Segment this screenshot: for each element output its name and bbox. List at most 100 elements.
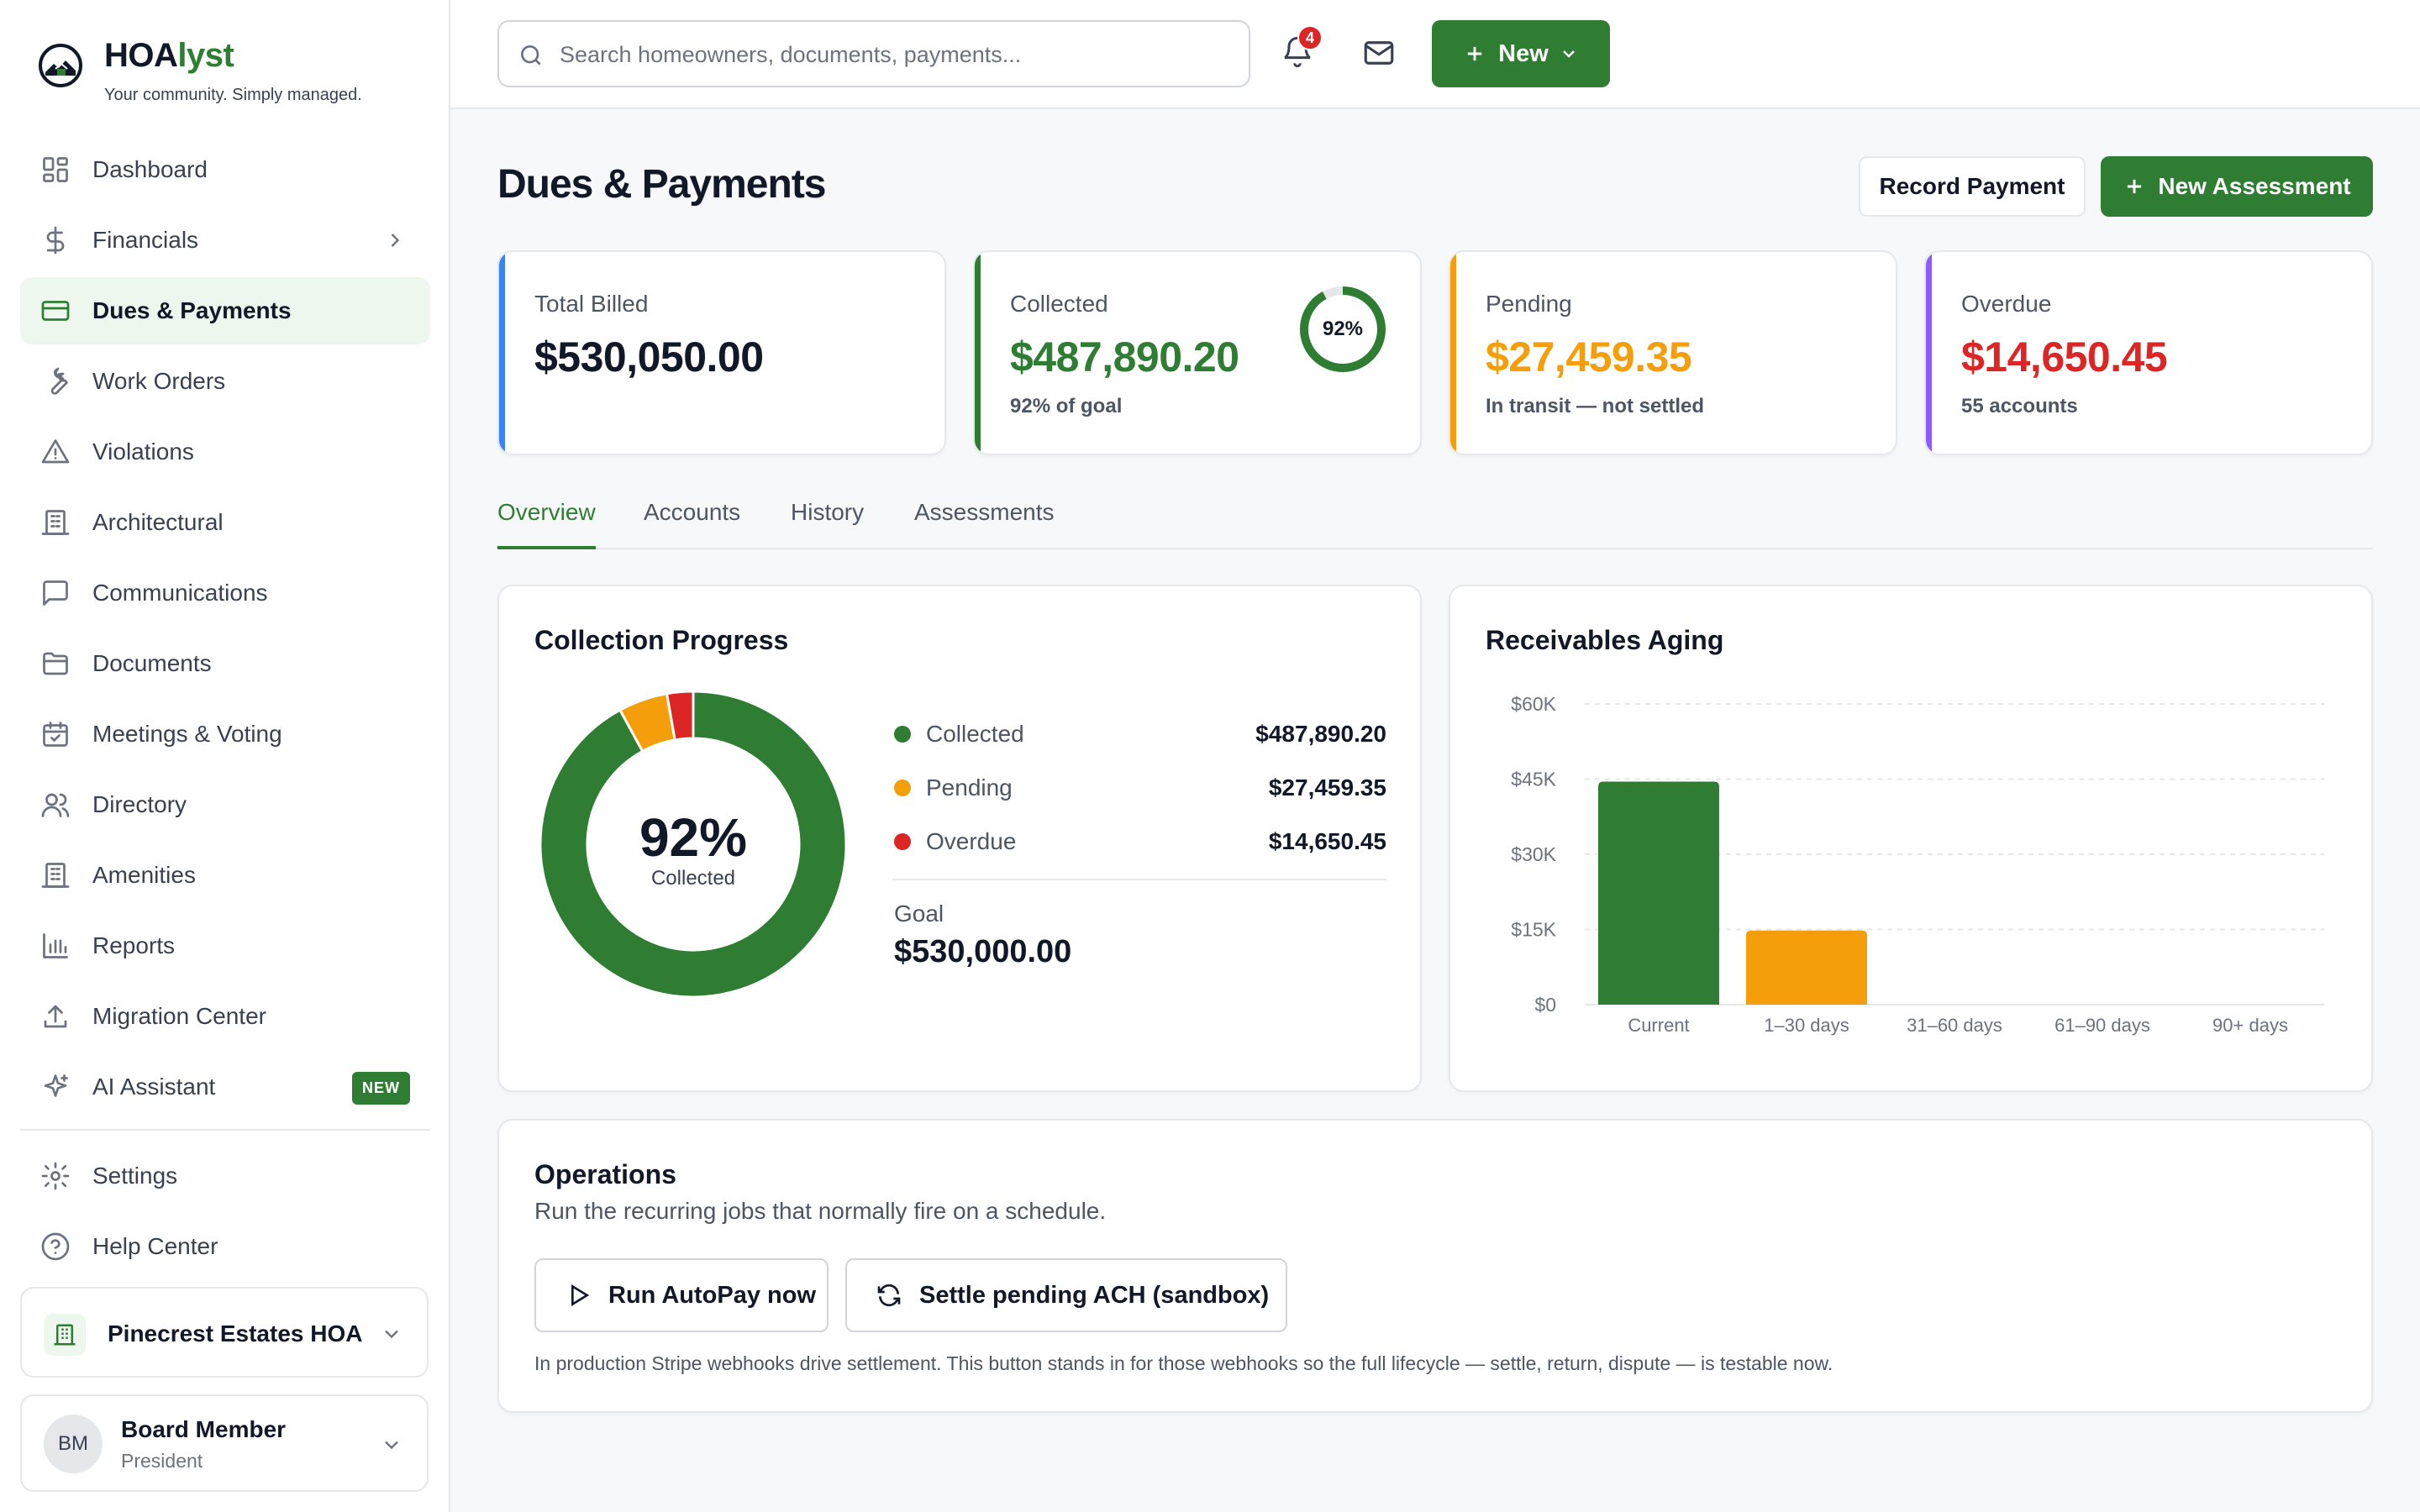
settle-ach-button[interactable]: Settle pending ACH (sandbox) [845,1258,1287,1332]
grid-icon [40,155,71,185]
user-menu[interactable]: BM Board Member President [20,1394,429,1492]
legend-row-overdue: Overdue $14,650.45 [892,825,1386,858]
sidebar-item-reports[interactable]: Reports [20,912,430,979]
sidebar-item-ai-assistant[interactable]: AI Assistant NEW [20,1053,430,1121]
plus-icon [1463,42,1486,66]
page-title: Dues & Payments [497,161,826,207]
stat-card-pending: Pending $27,459.35 In transit — not sett… [1449,250,1897,455]
legend-value: $27,459.35 [1269,774,1386,801]
tab-accounts[interactable]: Accounts [644,499,740,549]
org-switcher[interactable]: Pinecrest Estates HOA [20,1287,429,1378]
stat-accent-bar [1926,252,1932,454]
user-name: Board Member [121,1416,286,1443]
receivables-aging-chart: $0 $15K $30K $45K $60K Current 1–30 days 31–60 … [1450,586,2375,1094]
play-icon [565,1282,592,1309]
stat-label: Pending [1486,291,1572,318]
sidebar-item-label: Directory [92,791,187,818]
chat-icon [40,578,71,608]
sidebar-item-meetings-and-voting[interactable]: Meetings & Voting [20,701,430,768]
mail-icon[interactable] [1361,35,1397,71]
upload-icon [40,1001,71,1032]
new-assessment-button[interactable]: New Assessment [2101,156,2373,217]
org-name: Pinecrest Estates HOA [108,1320,362,1347]
warning-icon [40,437,71,467]
legend-row-collected: Collected $487,890.20 [892,717,1386,751]
x-tick-label: 31–60 days [1907,1015,2002,1036]
sidebar-item-architectural[interactable]: Architectural [20,489,430,556]
sidebar-item-label: Communications [92,580,268,606]
sidebar-item-label: Dues & Payments [92,297,292,324]
y-tick-label: $0 [1534,994,1556,1016]
y-tick-label: $15K [1511,919,1556,941]
stat-label: Collected [1010,291,1108,318]
stat-card-collected: Collected $487,890.20 92% of goal 92% [973,250,1422,455]
sidebar-item-migration-center[interactable]: Migration Center [20,983,430,1050]
stat-accent-bar [499,252,505,454]
user-role: President [121,1450,203,1473]
brand-name: HOAlyst [104,37,234,75]
sidebar-item-label: Reports [92,932,175,959]
legend-value: $487,890.20 [1255,721,1386,748]
search-icon [518,42,544,69]
sidebar-item-label: Meetings & Voting [92,721,282,748]
sidebar-item-label: Financials [92,227,198,254]
stat-value: $27,459.35 [1486,333,1691,381]
credit-card-icon [40,296,71,326]
dollar-icon [40,225,71,255]
collection-progress-card: Collection Progress 92% Collected Collec… [497,585,1422,1092]
logo-icon [37,42,84,89]
run-autopay-label: Run AutoPay now [608,1282,816,1310]
bar-current [1598,781,1719,1005]
goal-label: Goal [894,900,944,927]
sidebar-item-documents[interactable]: Documents [20,630,430,697]
calendar-check-icon [40,719,71,749]
record-payment-button[interactable]: Record Payment [1859,156,2086,217]
operations-subtitle: Run the recurring jobs that normally fir… [534,1198,1106,1225]
sidebar-item-label: Help Center [92,1233,218,1260]
new-button-label: New [1498,40,1549,68]
bar-1-30-days [1746,931,1867,1005]
stat-card-overdue: Overdue $14,650.45 55 accounts [1924,250,2373,455]
tab-assessments[interactable]: Assessments [914,499,1055,549]
brand[interactable]: HOAlyst Your community. Simply managed. [37,37,432,113]
sidebar-item-label: Settings [92,1163,177,1189]
operations-note: In production Stripe webhooks drive sett… [534,1352,1833,1375]
sidebar-item-dues-and-payments[interactable]: Dues & Payments [20,277,430,344]
search-box[interactable] [497,20,1250,87]
sidebar-nav: Dashboard Financials Dues & Payments Work O… [20,136,430,1284]
sidebar-item-label: Documents [92,650,212,677]
sidebar-item-label: Violations [92,438,194,465]
tab-overview[interactable]: Overview [497,499,596,549]
legend-label: Overdue [926,828,1016,855]
sidebar-item-help-center[interactable]: Help Center [20,1213,430,1280]
sidebar-item-amenities[interactable]: Amenities [20,842,430,909]
sidebar-item-financials[interactable]: Financials [20,207,430,274]
stat-card-total-billed: Total Billed $530,050.00 [497,250,946,455]
chevron-right-icon [383,228,407,252]
sidebar-item-label: Amenities [92,862,196,889]
search-input[interactable] [560,34,1232,76]
x-tick-label: 90+ days [2212,1015,2288,1036]
y-tick-label: $60K [1511,693,1556,715]
new-button[interactable]: New [1432,20,1610,87]
stat-label: Total Billed [534,291,648,318]
sidebar-item-work-orders[interactable]: Work Orders [20,348,430,415]
sidebar-item-label: Dashboard [92,156,208,183]
run-autopay-button[interactable]: Run AutoPay now [534,1258,829,1332]
chevron-down-icon [1559,44,1579,64]
sidebar-item-dashboard[interactable]: Dashboard [20,136,430,203]
gear-icon [40,1161,71,1191]
legend-dot [894,780,911,796]
tab-history[interactable]: History [791,499,864,549]
sidebar-item-violations[interactable]: Violations [20,418,430,486]
divider [892,879,1386,880]
sidebar-item-settings[interactable]: Settings [20,1142,430,1210]
sidebar-item-communications[interactable]: Communications [20,559,430,627]
sidebar-item-label: Work Orders [92,368,225,395]
sidebar-item-directory[interactable]: Directory [20,771,430,838]
card-title: Operations [534,1159,676,1190]
sidebar-item-label: Migration Center [92,1003,266,1030]
stat-accent-bar [975,252,981,454]
stat-subtext: 92% of goal [1010,395,1122,418]
brand-tagline: Your community. Simply managed. [104,86,362,105]
